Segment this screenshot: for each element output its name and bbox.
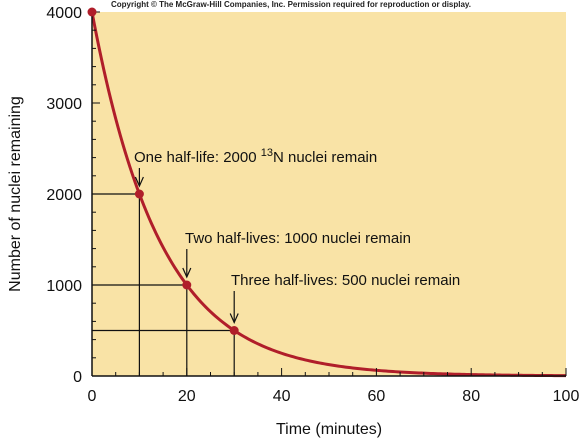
- annotation-arrow-head: [182, 267, 192, 279]
- y-tick-label: 4000: [46, 5, 82, 22]
- x-tick-label: 80: [462, 388, 480, 405]
- annotation-text: Three half-lives: 500 nuclei remain: [231, 272, 460, 289]
- reference-lines: [92, 193, 235, 376]
- decay-curve: [90, 11, 567, 378]
- y-tick-label: 3000: [46, 96, 82, 113]
- copyright-notice: Copyright © The McGraw-Hill Companies, I…: [110, 0, 472, 9]
- annotation-text-suffix: N nuclei remain: [273, 149, 377, 166]
- x-tick-label: 40: [273, 388, 291, 405]
- y-tick-label: 2000: [46, 187, 82, 204]
- curve-layer: [90, 11, 567, 378]
- x-tick-label: 100: [553, 388, 580, 405]
- annotation-label: One half-life: 2000 13N nuclei remain: [134, 147, 377, 166]
- y-axis-title: Number of nuclei remaining: [7, 96, 24, 292]
- x-tick-label: 20: [178, 388, 196, 405]
- data-markers: [87, 7, 239, 335]
- annotations: One half-life: 2000 13N nuclei remain Two…: [134, 147, 460, 324]
- data-point: [229, 326, 239, 335]
- annotation-superscript: 13: [261, 147, 273, 159]
- y-tick-label: 0: [73, 369, 82, 386]
- x-axis-title: Time (minutes): [276, 421, 382, 438]
- plot-background: [92, 12, 566, 376]
- annotation-text: Two half-lives: 1000 nuclei remain: [185, 230, 411, 247]
- y-tick-label: 1000: [46, 278, 82, 295]
- annotation-arrow-head: [134, 176, 144, 188]
- data-point: [134, 189, 144, 199]
- axes: 0 1000 2000 3000 4000 0 20 40 60 80 100: [46, 5, 579, 405]
- annotation-label: Three half-lives: 500 nuclei remain: [231, 272, 460, 289]
- data-point: [182, 280, 192, 290]
- data-point: [87, 7, 97, 17]
- x-tick-label: 60: [368, 388, 386, 405]
- annotation-label: Two half-lives: 1000 nuclei remain: [185, 230, 411, 247]
- annotation-arrow-head: [229, 313, 239, 324]
- x-tick-label: 0: [88, 388, 97, 405]
- annotation-text: One half-life: 2000: [134, 149, 261, 166]
